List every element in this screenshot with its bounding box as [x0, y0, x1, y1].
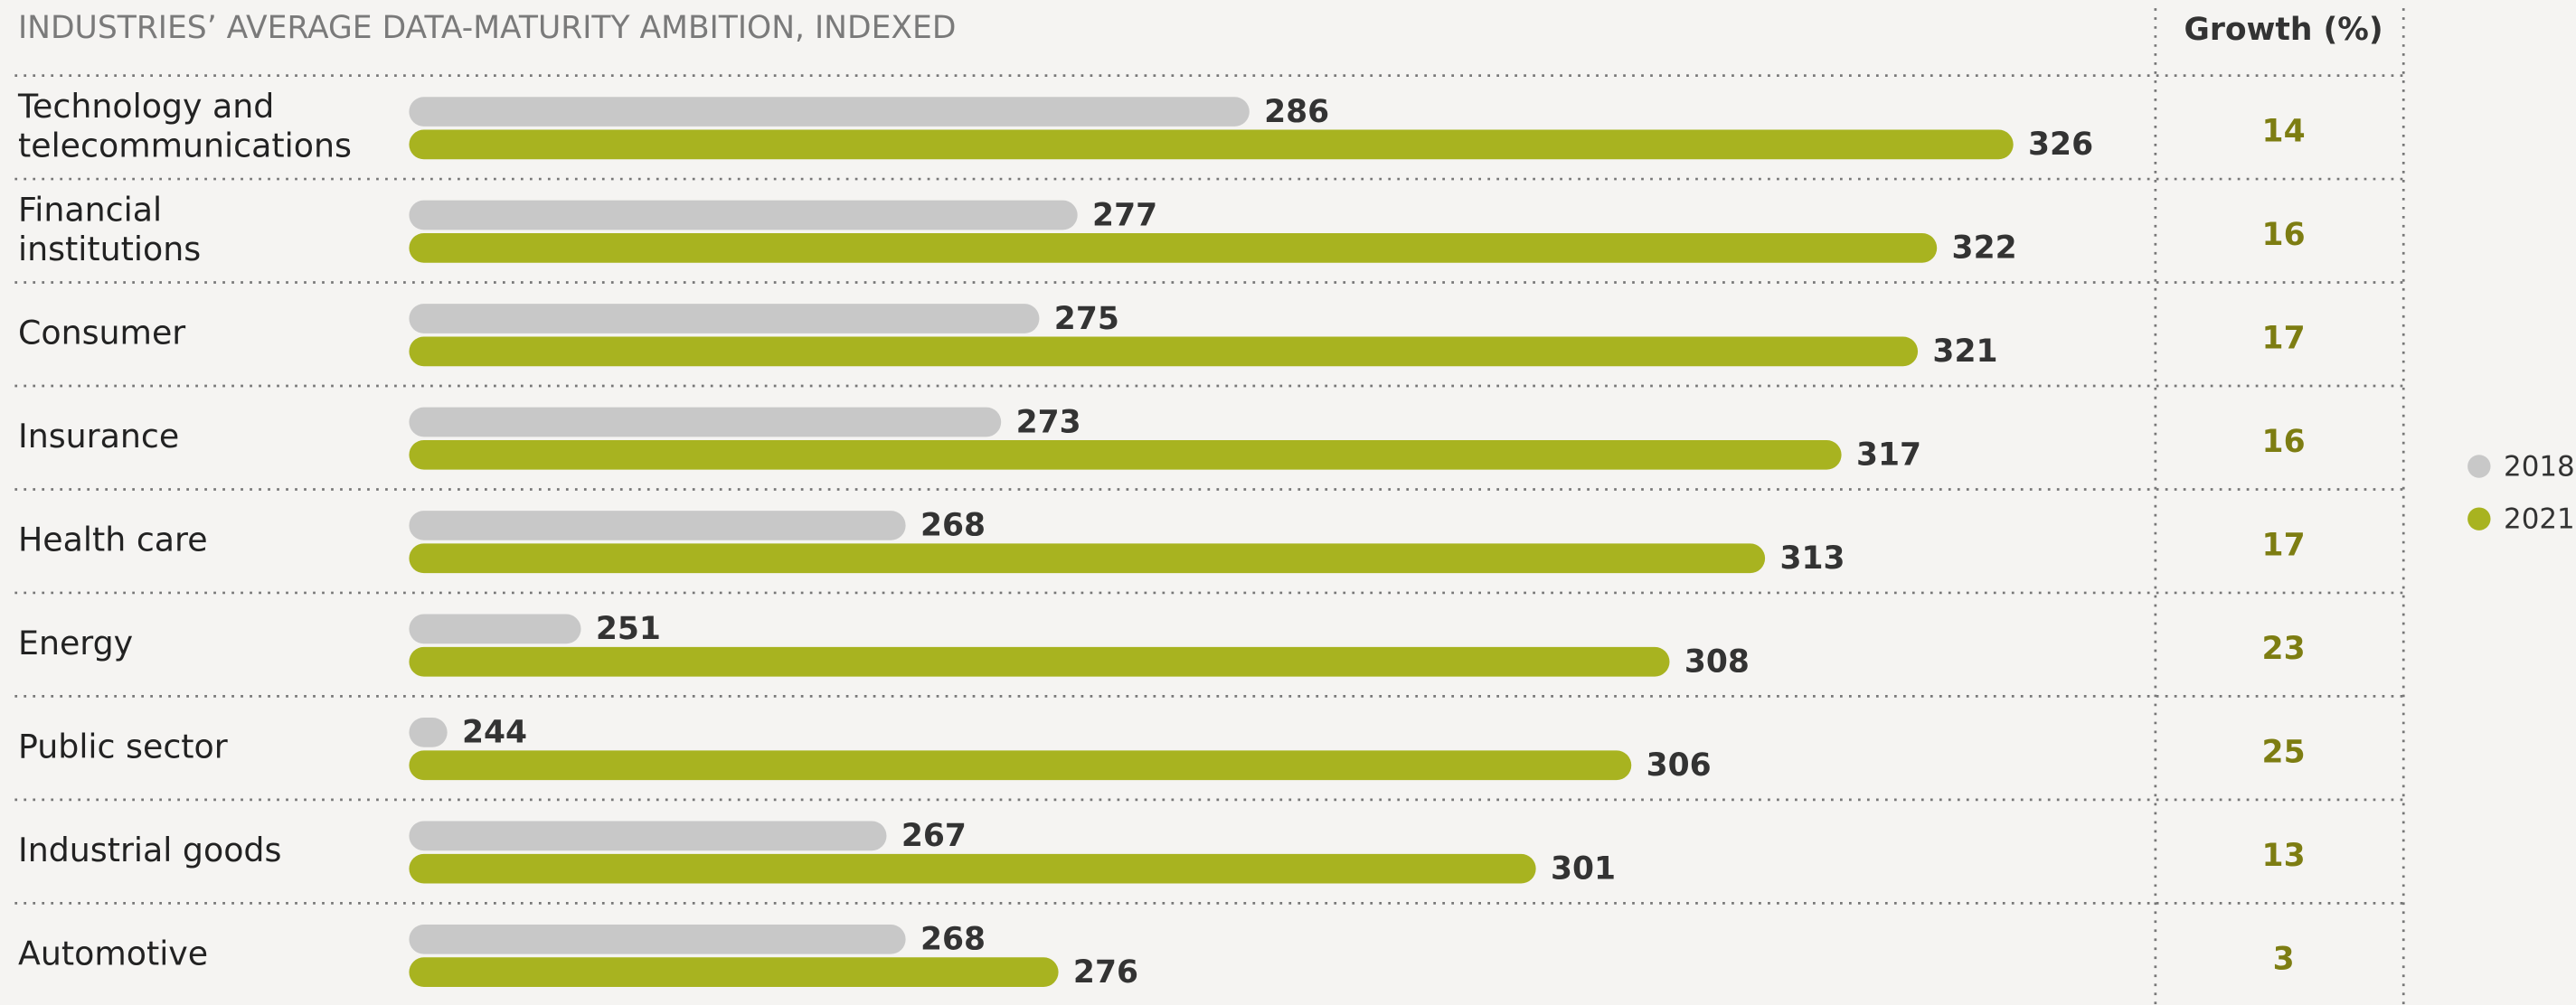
bar — [409, 614, 581, 644]
category-label: Health care — [18, 521, 208, 559]
category-label: Financial institutions — [18, 190, 201, 268]
growth-value: 14 — [2262, 114, 2306, 150]
growth-value: 23 — [2262, 631, 2306, 667]
value-label: 276 — [1073, 954, 1138, 991]
bar — [409, 200, 1078, 230]
value-label: 313 — [1779, 540, 1845, 577]
value-label: 286 — [1264, 94, 1329, 130]
value-label: 268 — [920, 508, 986, 544]
growth-value: 17 — [2262, 321, 2306, 357]
category-label: Automotive — [18, 934, 208, 972]
growth-value: 25 — [2262, 734, 2306, 770]
bar — [409, 336, 1919, 367]
legend-marker — [2467, 507, 2491, 531]
category-label: Consumer — [18, 314, 185, 352]
chart-title: INDUSTRIES’ AVERAGE DATA-MATURITY AMBITI… — [18, 10, 956, 46]
bar — [409, 924, 906, 954]
category-label: Public sector — [18, 728, 228, 766]
value-label: 275 — [1054, 301, 1119, 337]
legend-label: 2021 — [2504, 502, 2575, 535]
bar — [409, 97, 1250, 127]
category-label: Insurance — [18, 417, 179, 456]
bar — [409, 439, 1842, 470]
value-label: 277 — [1092, 197, 1157, 233]
growth-header: Growth (%) — [2184, 12, 2383, 48]
growth-value: 16 — [2262, 217, 2306, 253]
bar — [409, 129, 2014, 160]
value-label: 317 — [1856, 437, 1921, 474]
growth-value: 13 — [2262, 838, 2306, 874]
bar — [409, 233, 1938, 263]
bar — [409, 821, 887, 851]
value-label: 268 — [920, 922, 986, 958]
bar — [409, 646, 1670, 677]
value-label: 301 — [1551, 850, 1616, 887]
bar — [409, 718, 448, 747]
value-label: 267 — [901, 818, 967, 854]
value-label: 321 — [1932, 333, 1997, 370]
growth-value: 16 — [2262, 424, 2306, 460]
bar — [409, 543, 1766, 574]
legend-marker — [2467, 455, 2491, 478]
legend-label: 2018 — [2504, 450, 2575, 483]
bar — [409, 407, 1002, 437]
value-label: 322 — [1952, 230, 2017, 267]
value-label: 251 — [596, 611, 661, 647]
value-label: 326 — [2028, 127, 2093, 163]
growth-value: 17 — [2262, 528, 2306, 564]
value-label: 273 — [1016, 404, 1081, 440]
value-label: 306 — [1647, 747, 1712, 784]
bar — [409, 957, 1059, 988]
bar — [409, 304, 1040, 333]
category-label: Energy — [18, 624, 133, 662]
bar — [409, 511, 906, 540]
bar — [409, 853, 1536, 884]
category-label: Industrial goods — [18, 831, 281, 869]
category-label: Technology and telecommunications — [17, 87, 352, 165]
growth-value: 3 — [2273, 941, 2295, 977]
value-label: 244 — [462, 715, 527, 751]
bar — [409, 750, 1632, 781]
value-label: 308 — [1684, 644, 1750, 681]
